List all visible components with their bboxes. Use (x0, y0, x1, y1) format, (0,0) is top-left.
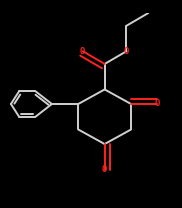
Text: O: O (80, 47, 86, 56)
Text: O: O (124, 47, 129, 56)
Text: O: O (155, 99, 160, 109)
Text: O: O (102, 165, 107, 174)
